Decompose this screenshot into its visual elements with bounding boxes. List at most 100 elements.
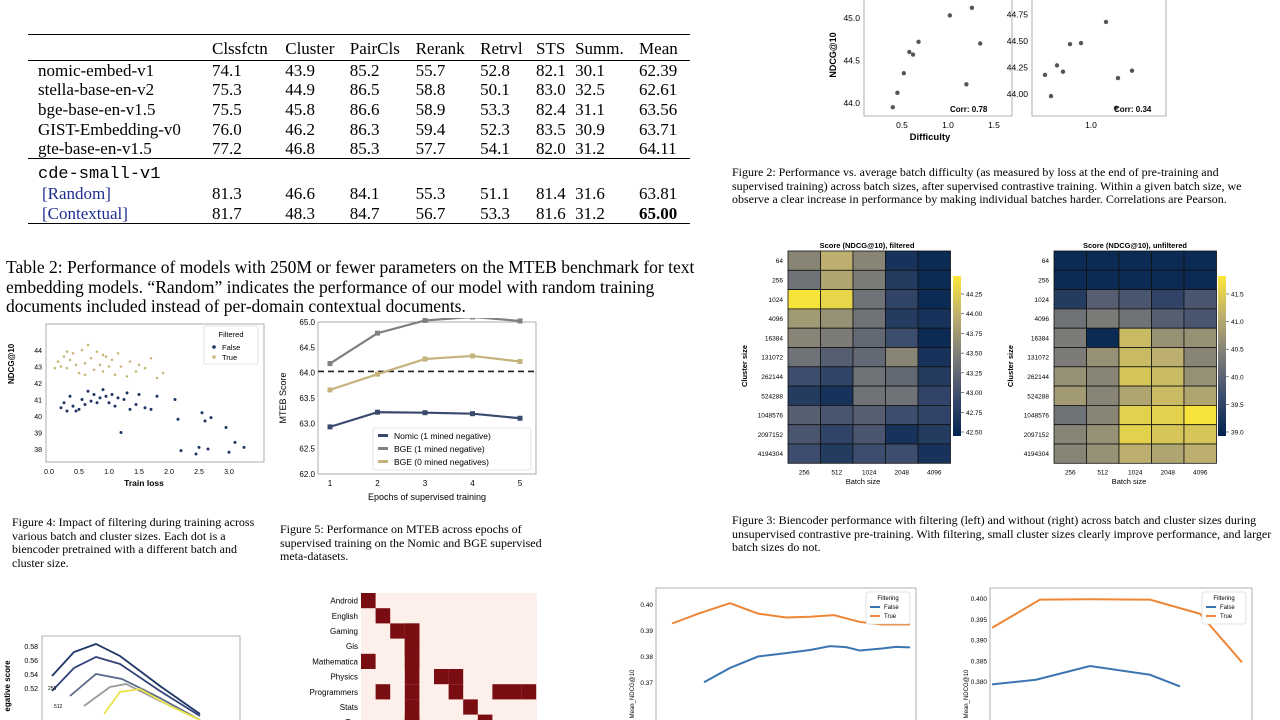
cluster-size-tick: 64 bbox=[1042, 258, 1050, 265]
figure-5-lines: 62.0 62.5 63.0 63.5 64.0 64.5 65.0 1 2 3 4 5 Nomic… bbox=[278, 318, 537, 502]
heatmap-cell bbox=[1183, 327, 1217, 348]
series-marker-bge-0 bbox=[422, 356, 428, 362]
point-false bbox=[197, 445, 201, 449]
point-true bbox=[95, 350, 99, 353]
y-tick-label: 0.385 bbox=[971, 658, 988, 665]
point-true bbox=[83, 373, 87, 377]
table-cell: 74.1 bbox=[212, 60, 286, 81]
legend-label-bge1: BGE (1 mined negative) bbox=[394, 444, 485, 454]
table-cell: 43.9 bbox=[285, 60, 350, 81]
figure-5-caption: Figure 5: Performance on MTEB across epo… bbox=[280, 522, 542, 563]
right-plot-frame bbox=[989, 587, 1253, 720]
point-false bbox=[179, 449, 183, 453]
point-false bbox=[137, 393, 141, 397]
legend-marker-false bbox=[212, 345, 216, 349]
right-x-axis-label: Batch size bbox=[1112, 477, 1147, 486]
heatmap-cell bbox=[852, 404, 886, 426]
cluster-size-tick: 1048576 bbox=[1024, 413, 1050, 420]
heatmap-cell bbox=[820, 385, 854, 406]
table-cell: 46.8 bbox=[285, 138, 315, 158]
point-right bbox=[1129, 68, 1135, 73]
point-false bbox=[176, 417, 180, 421]
table-2-caption: Table 2: Performance of models with 250M… bbox=[6, 257, 695, 316]
y-tick-label: 39 bbox=[34, 431, 42, 438]
heatmap-cell bbox=[917, 327, 951, 348]
column-header: Rerank bbox=[415, 39, 465, 58]
point-right bbox=[1113, 105, 1119, 110]
table-cell: 84.1 bbox=[349, 184, 380, 204]
heatmap-cell bbox=[917, 404, 951, 426]
negative-score-line bbox=[69, 673, 201, 720]
table-cell: 83.0 bbox=[535, 80, 566, 100]
cluster-size-tick: 524288 bbox=[1027, 393, 1049, 400]
point-true bbox=[161, 371, 165, 375]
batch-size-tick: 2048 bbox=[1161, 469, 1176, 476]
heatmap-cell bbox=[1151, 347, 1185, 368]
point-false bbox=[155, 394, 159, 398]
y-tick-label: 44.0 bbox=[843, 98, 860, 108]
heatmap-cell bbox=[1118, 404, 1152, 426]
table-cell: 57.7 bbox=[415, 138, 446, 158]
y-tick-label: 42 bbox=[34, 381, 42, 388]
heatmap-cell bbox=[1151, 404, 1185, 426]
heatmap-cell bbox=[820, 308, 854, 329]
right-false-line bbox=[991, 665, 1181, 688]
cluster-size-tick: 2097152 bbox=[758, 432, 784, 439]
heatmap-cell bbox=[885, 385, 919, 406]
heatmap-cell bbox=[787, 366, 821, 387]
batch-size-tick: 4096 bbox=[927, 469, 942, 476]
heatmap-cell bbox=[820, 250, 854, 271]
point-false bbox=[122, 398, 126, 401]
figure-negative-score: 0.58 0.56 0.54 0.52 256 512 egative score bbox=[3, 635, 241, 720]
table-cell: 65.00 bbox=[639, 203, 678, 223]
heatmap-cell bbox=[852, 366, 886, 387]
point-true bbox=[113, 373, 117, 377]
point-right bbox=[1078, 40, 1084, 46]
right-plot-frame bbox=[1031, 0, 1167, 117]
point-false bbox=[224, 426, 228, 430]
model-name: gte-base-en-v1.5 bbox=[38, 138, 152, 158]
point-false bbox=[149, 407, 153, 411]
point-right bbox=[1042, 72, 1048, 78]
heatmap-cell bbox=[787, 424, 821, 445]
cluster-size-tick: 131072 bbox=[1027, 355, 1049, 362]
x-tick-label: 2.5 bbox=[194, 469, 204, 476]
ticks: 44.0 44.5 45.0 0.5 1.0 1.5 44.00 44.25 44.50 44.7… bbox=[843, 10, 1097, 131]
domain-label: Gis bbox=[346, 642, 358, 651]
point-left bbox=[916, 39, 921, 44]
heatmap-cell bbox=[1118, 327, 1152, 348]
table-cell: 54.1 bbox=[480, 138, 510, 158]
y-tick-label: 0.54 bbox=[24, 672, 38, 679]
heatmap-cell bbox=[787, 308, 821, 329]
point-true bbox=[59, 365, 63, 368]
domain-matrix: Android English Gaming Gis Mathematica Physic… bbox=[310, 593, 537, 720]
plot-frame bbox=[45, 323, 265, 463]
x-tick-label: 5 bbox=[518, 479, 523, 488]
point-false bbox=[62, 401, 66, 405]
y-tick-label: 45.0 bbox=[843, 13, 860, 23]
point-true bbox=[83, 361, 87, 365]
heatmap-cell bbox=[852, 250, 886, 271]
y-tick-label: 44.50 bbox=[1007, 36, 1029, 46]
table-cell: 81.3 bbox=[212, 184, 242, 204]
table-row: nomic-embed-v1 74.1 43.9 85.2 55.7 52.8 82.1 30… bbox=[28, 60, 690, 81]
model-name: [Contextual] bbox=[42, 203, 128, 223]
table-cell: 85.2 bbox=[349, 60, 416, 81]
heatmap-cell bbox=[1183, 250, 1217, 271]
heatmap-cell bbox=[917, 443, 951, 464]
point-right bbox=[1060, 69, 1066, 74]
cluster-size-tick: 256 bbox=[772, 277, 783, 284]
heatmap-cell bbox=[787, 269, 821, 290]
right-legend: Filtering False True bbox=[1201, 591, 1247, 625]
heatmap-cell bbox=[787, 404, 821, 426]
point-right bbox=[1115, 75, 1121, 81]
negative-score-line bbox=[51, 643, 201, 715]
table-cell: 53.3 bbox=[480, 203, 510, 223]
colorbar-label: 44.25 bbox=[966, 292, 983, 299]
heatmap-cell bbox=[852, 443, 886, 464]
y-ticks: 62.0 62.5 63.0 63.5 64.0 64.5 65.0 bbox=[299, 318, 315, 479]
heatmap-cell bbox=[852, 327, 886, 348]
legend: Filtered False True bbox=[203, 325, 259, 365]
heatmap-cell bbox=[852, 385, 886, 406]
y-tick-label: 44.00 bbox=[1007, 89, 1029, 99]
